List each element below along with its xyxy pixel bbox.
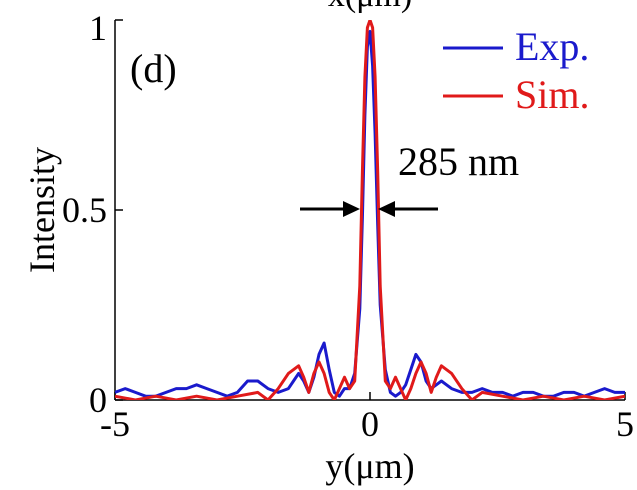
series-line-sim — [115, 20, 625, 400]
legend: Exp. Sim. — [443, 24, 589, 117]
legend-label-exp: Exp. — [515, 24, 589, 69]
title-fragment: x(μm) — [328, 0, 412, 14]
x-tick-label: 0 — [361, 404, 379, 444]
y-tick-label: 1 — [89, 8, 107, 48]
x-tick-label: -5 — [100, 404, 130, 444]
x-axis-label: y(μm) — [325, 446, 414, 486]
y-axis-label: Intensity — [22, 147, 62, 273]
fwhm-arrowhead-right — [378, 201, 395, 217]
y-tick-label: 0 — [89, 380, 107, 420]
fwhm-arrowhead-left — [343, 201, 360, 217]
legend-label-sim: Sim. — [515, 72, 589, 117]
x-tick-label: 5 — [616, 404, 634, 444]
y-tick-label: 0.5 — [62, 190, 107, 230]
fwhm-label: 285 nm — [398, 139, 519, 184]
series-line-exp — [115, 29, 625, 398]
fwhm-annotation: 285 nm — [300, 139, 519, 217]
panel-label: (d) — [130, 46, 177, 91]
